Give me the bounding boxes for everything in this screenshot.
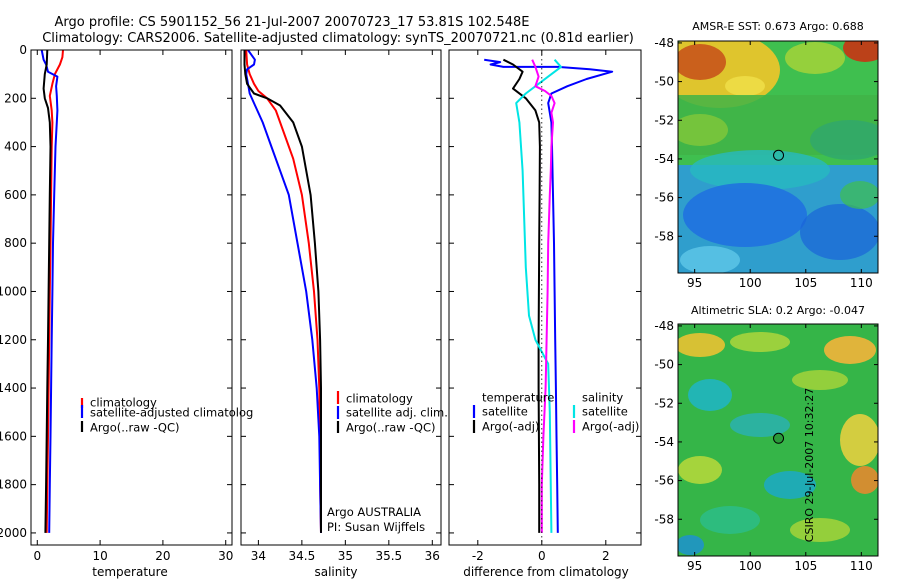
series-line-salinity-argo-adj- [531, 59, 556, 533]
map-y-tick-label: -54 [654, 152, 674, 166]
sst-heatmap [678, 41, 878, 273]
sla-map-panel: Altimetric SLA: 0.2 Argo: -0.047 95 100 10… [654, 304, 879, 573]
map-y-tick-label: -58 [654, 512, 674, 526]
x-tick-label: 35 [338, 549, 353, 563]
legend-label: Argo(..raw -QC) [346, 421, 436, 435]
map-x-tick-label: 105 [794, 276, 817, 290]
map-y-tick-label: -56 [654, 474, 674, 488]
series-line-climatology [245, 50, 322, 533]
legend-label: satellite adj. clim. [346, 406, 448, 420]
y-tick-label: 1800 [0, 478, 27, 492]
series-line-satellite-adj-clim- [245, 50, 322, 533]
x-tick-label: -2 [472, 549, 484, 563]
map-y-tick-label: -58 [654, 229, 674, 243]
sla-heatmap [678, 324, 878, 556]
sla-map-title: Altimetric SLA: 0.2 Argo: -0.047 [691, 304, 865, 317]
legend-label: satellite [482, 405, 528, 419]
legend-label: satellite [582, 405, 628, 419]
salinity-legend: climatology satellite adj. clim. Argo(..… [336, 391, 448, 435]
map-y-tick-label: -48 [654, 36, 674, 50]
argo-location-marker [773, 149, 785, 161]
difference-panel: -2 0 2 difference from climatology tempera… [448, 49, 642, 579]
difference-axes-frame [448, 49, 642, 546]
y-tick-label: 0 [19, 43, 27, 57]
figure-title-line1: Argo profile: CS 5901152_56 21-Jul-2007 … [55, 15, 530, 30]
map-y-tick-label: -48 [654, 319, 674, 333]
legend-label: climatology [346, 392, 413, 406]
argo-australia-annotation: Argo AUSTRALIA [327, 505, 421, 519]
pi-annotation: PI: Susan Wijffels [327, 520, 425, 534]
legend-label: climatology [90, 396, 157, 410]
y-tick-label: 600 [4, 188, 27, 202]
x-tick-label: 30 [218, 549, 233, 563]
map-y-tick-label: -50 [654, 358, 674, 372]
y-tick-label: 200 [4, 91, 27, 105]
map-y-tick-label: -54 [654, 435, 674, 449]
map-y-tick-label: -50 [654, 75, 674, 89]
figure-title-line2: Climatology: CARS2006. Satellite-adjuste… [42, 31, 634, 46]
y-tick-label: 800 [4, 236, 27, 250]
map-x-tick-label: 95 [687, 276, 702, 290]
map-x-tick-label: 100 [739, 276, 762, 290]
series-line-temperature-satellite [484, 58, 614, 533]
temperature-legend: climatology satellite-adjusted climatolo… [80, 396, 253, 435]
y-tick-label: 400 [4, 140, 27, 154]
x-tick-label: 20 [155, 549, 170, 563]
salinity-xlabel: salinity [314, 565, 357, 579]
legend-temperature-title: temperature [482, 391, 554, 405]
x-tick-label: 0 [538, 549, 546, 563]
series-line-argo-raw-qc- [42, 50, 52, 533]
x-tick-label: 34 [251, 549, 266, 563]
map-x-tick-label: 105 [794, 559, 817, 573]
y-tick-label: 1200 [0, 333, 27, 347]
series-line-climatology [45, 50, 64, 533]
map-x-tick-label: 100 [739, 559, 762, 573]
sst-map-title: AMSR-E SST: 0.673 Argo: 0.688 [692, 20, 864, 33]
map-x-tick-label: 110 [850, 559, 873, 573]
legend-label: Argo(-adj) [482, 420, 539, 434]
temperature-xlabel: temperature [92, 565, 167, 579]
salinity-axes-frame [240, 49, 442, 546]
x-tick-label: 35.5 [375, 549, 402, 563]
map-y-tick-label: -56 [654, 191, 674, 205]
legend-salinity-title: salinity [582, 391, 623, 405]
difference-legend: temperature satellite Argo(-adj) salinit… [472, 391, 639, 434]
y-tick-label: 1400 [0, 381, 27, 395]
temperature-axes-frame [30, 49, 233, 546]
sla-map-frame [677, 323, 879, 557]
csiro-credit: CSIRO 29-Jul-2007 10:32:27 [803, 388, 816, 542]
salinity-panel: 34 34.5 35 35.5 36 salinity climatology sate… [240, 49, 448, 579]
legend-label: Argo(-adj) [582, 420, 639, 434]
series-line-satellite-adjusted-climatology [40, 50, 59, 533]
map-y-tick-label: -52 [654, 113, 674, 127]
x-tick-label: 2 [602, 549, 610, 563]
map-y-tick-label: -52 [654, 396, 674, 410]
y-tick-label: 1000 [0, 284, 27, 298]
x-tick-label: 0 [33, 549, 41, 563]
y-tick-label: 2000 [0, 526, 27, 540]
temperature-panel: 0 200 400 600 800 1000 1200 1400 1600 1800 2000 0 1… [0, 43, 253, 579]
series-line-argo-raw-qc- [243, 50, 322, 533]
difference-xlabel: difference from climatology [463, 565, 629, 579]
legend-label: satellite-adjusted climatolog [90, 406, 253, 420]
y-tick-label: 1600 [0, 429, 27, 443]
series-line-temperature-argo-adj- [502, 58, 541, 533]
sst-map-frame [677, 40, 879, 274]
x-tick-label: 10 [92, 549, 107, 563]
map-x-tick-label: 95 [687, 559, 702, 573]
legend-label: Argo(..raw -QC) [90, 421, 180, 435]
sst-map-panel: AMSR-E SST: 0.673 Argo: 0.688 95 100 105 11… [654, 20, 879, 290]
map-x-tick-label: 110 [850, 276, 873, 290]
argo-location-marker [773, 432, 785, 444]
x-tick-label: 36 [425, 549, 440, 563]
x-tick-label: 34.5 [289, 549, 316, 563]
